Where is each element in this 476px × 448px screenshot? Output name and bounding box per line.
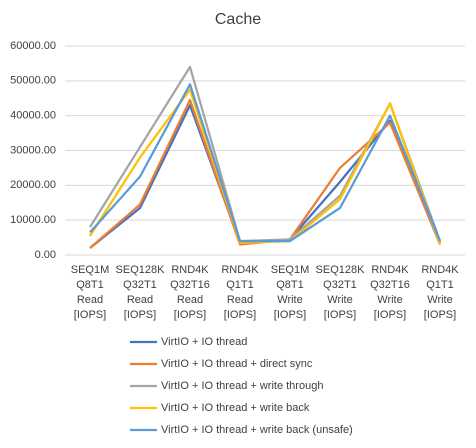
- x-tick-label: Q8T1: [276, 279, 304, 291]
- x-tick-label: Q32T1: [323, 279, 357, 291]
- y-tick-label: 40000.00: [10, 110, 56, 122]
- x-tick-label: Read: [227, 294, 253, 306]
- y-tick-label: 50000.00: [10, 75, 56, 87]
- x-tick-label: Read: [177, 294, 203, 306]
- x-tick-label: Q1T1: [426, 279, 454, 291]
- legend-label: VirtIO + IO thread + write back: [161, 402, 310, 414]
- x-tick-label: Q8T1: [76, 279, 104, 291]
- y-tick-label: 30000.00: [10, 144, 56, 156]
- x-tick-label: SEQ128K: [316, 264, 366, 276]
- x-tick-label: [IOPS]: [324, 309, 356, 321]
- legend-label: VirtIO + IO thread: [161, 336, 247, 348]
- x-tick-label: [IOPS]: [174, 309, 206, 321]
- legend-label: VirtIO + IO thread + write through: [161, 380, 323, 392]
- x-tick-label: Write: [327, 294, 352, 306]
- x-tick-label: [IOPS]: [124, 309, 156, 321]
- series-line: [89, 104, 442, 249]
- x-tick-label: Q32T1: [123, 279, 157, 291]
- series-line: [89, 88, 442, 245]
- y-tick-label: 60000.00: [10, 40, 56, 52]
- y-tick-label: 20000.00: [10, 179, 56, 191]
- x-tick-label: Write: [277, 294, 302, 306]
- x-tick-label: Write: [427, 294, 452, 306]
- x-tick-label: [IOPS]: [224, 309, 256, 321]
- x-tick-label: SEQ128K: [116, 264, 166, 276]
- x-tick-label: RND4K: [171, 264, 209, 276]
- x-tick-label: Write: [377, 294, 402, 306]
- x-tick-label: [IOPS]: [274, 309, 306, 321]
- x-tick-label: Q32T16: [170, 279, 210, 291]
- x-tick-label: Read: [127, 294, 153, 306]
- legend-label: VirtIO + IO thread + write back (unsafe): [161, 424, 353, 436]
- x-tick-label: [IOPS]: [74, 309, 106, 321]
- x-tick-label: SEQ1M: [71, 264, 110, 276]
- x-tick-label: RND4K: [371, 264, 409, 276]
- x-tick-label: Q1T1: [226, 279, 254, 291]
- chart-title: Cache: [215, 11, 261, 28]
- x-tick-label: SEQ1M: [271, 264, 310, 276]
- legend-label: VirtIO + IO thread + direct sync: [161, 358, 313, 370]
- x-tick-label: [IOPS]: [424, 309, 456, 321]
- x-tick-label: RND4K: [421, 264, 459, 276]
- series-line: [89, 83, 442, 243]
- x-tick-label: Read: [77, 294, 103, 306]
- y-tick-label: 10000.00: [10, 214, 56, 226]
- x-tick-label: Q32T16: [370, 279, 410, 291]
- y-tick-label: 0.00: [35, 249, 56, 261]
- x-tick-label: [IOPS]: [374, 309, 406, 321]
- x-tick-label: RND4K: [221, 264, 259, 276]
